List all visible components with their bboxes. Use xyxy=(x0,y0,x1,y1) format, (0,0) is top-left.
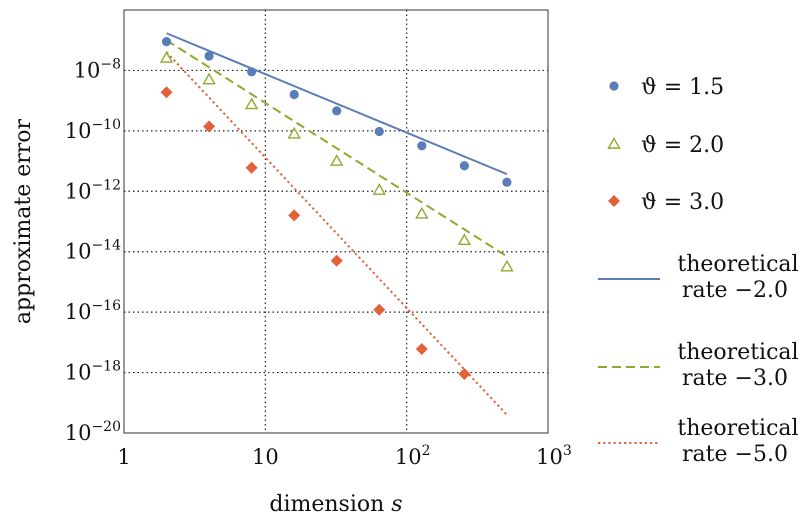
legend-ref-label-2: theoretical xyxy=(677,340,798,365)
legend-label-2: ϑ = 2.0 xyxy=(641,133,724,158)
legend-ref-rate-1: rate −2.0 xyxy=(682,278,788,303)
data-point-series-3 xyxy=(415,343,428,356)
legend-ref-rate-2: rate −3.0 xyxy=(682,366,788,391)
legend-ref-label-1: theoretical xyxy=(677,252,798,277)
x-axis-label: dimension s xyxy=(269,492,402,517)
data-point-series-2 xyxy=(159,50,174,63)
data-point-series-3 xyxy=(288,209,301,222)
legend-marker-1 xyxy=(609,81,619,91)
y-tick-label: 10−10 xyxy=(65,117,121,143)
data-point-series-3 xyxy=(373,303,386,316)
y-tick-label: 10−20 xyxy=(65,419,121,445)
data-point-series-3 xyxy=(458,367,471,380)
x-tick-labels: 1 10 102 103 xyxy=(117,443,572,469)
data-point-series-1 xyxy=(417,141,427,151)
data-point-series-1 xyxy=(247,67,257,77)
data-point-series-2 xyxy=(500,259,514,272)
data-point-series-3 xyxy=(160,86,173,99)
data-point-series-3 xyxy=(203,120,216,133)
data-point-series-1 xyxy=(161,36,172,47)
y-tick-labels: 10−8 10−10 10−12 10−14 10−16 10−18 10−20 xyxy=(65,56,121,445)
data-point-series-1 xyxy=(374,126,384,137)
data-point-series-1 xyxy=(502,177,512,187)
x-tick-label: 102 xyxy=(395,443,431,469)
legend-label-1: ϑ = 1.5 xyxy=(641,75,724,100)
y-tick-label: 10−8 xyxy=(74,56,121,82)
legend-marker-3 xyxy=(608,195,620,207)
data-point-series-2 xyxy=(202,72,216,85)
data-point-series-2 xyxy=(244,97,259,110)
data-point-series-2 xyxy=(287,126,301,139)
data-point-series-1 xyxy=(459,161,469,171)
x-tick-label: 1 xyxy=(117,445,130,469)
reference-lines xyxy=(165,32,508,416)
y-tick-label: 10−12 xyxy=(65,177,121,203)
reference-line-1 xyxy=(166,32,508,176)
y-tick-label: 10−16 xyxy=(65,298,121,324)
data-point-series-2 xyxy=(415,206,429,219)
x-tick-label: 10 xyxy=(252,445,279,469)
data-point-series-2 xyxy=(372,183,386,195)
legend-label-3: ϑ = 3.0 xyxy=(641,190,724,215)
data-markers xyxy=(159,36,514,380)
data-point-series-3 xyxy=(330,254,343,267)
y-tick-label: 10−14 xyxy=(65,238,121,264)
reference-line-2 xyxy=(166,39,508,258)
plot-frame xyxy=(123,9,549,434)
x-tick-label: 103 xyxy=(536,443,572,469)
data-point-series-1 xyxy=(332,106,342,116)
data-point-series-1 xyxy=(289,89,299,100)
grid-lines xyxy=(124,10,548,433)
legend-ref-rate-3: rate −5.0 xyxy=(682,442,788,467)
data-point-series-2 xyxy=(330,154,344,166)
data-point-series-2 xyxy=(457,233,472,246)
y-tick-label: 10−18 xyxy=(65,359,121,385)
legend-ref-label-3: theoretical xyxy=(677,416,798,441)
data-point-series-3 xyxy=(245,161,258,174)
legend-marker-2 xyxy=(607,137,621,149)
data-point-series-1 xyxy=(204,51,214,61)
y-axis-label: approximate error xyxy=(11,118,36,324)
